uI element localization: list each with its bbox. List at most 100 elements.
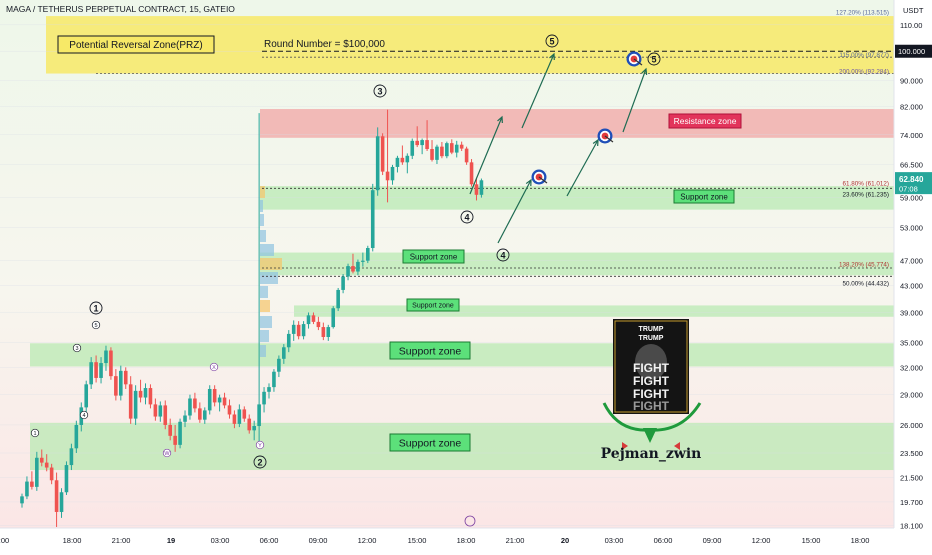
price-tick: 21.500 — [900, 474, 923, 483]
wave-label: 1 — [93, 304, 98, 314]
resistance-label-text: Resistance zone — [674, 116, 737, 126]
wave-circle — [373, 84, 387, 98]
candle — [449, 143, 454, 153]
wave-circle — [253, 455, 267, 469]
candle — [415, 140, 419, 146]
candle — [474, 184, 479, 195]
target-dart — [633, 58, 643, 66]
support-label-text: Support zone — [399, 437, 462, 449]
candle — [148, 388, 153, 405]
time-tick: 03:00 — [211, 536, 230, 545]
price-tick: 29.000 — [900, 391, 923, 400]
poster-text: TRUMP — [639, 335, 664, 342]
time-axis[interactable] — [0, 528, 894, 550]
wave-circle — [460, 210, 474, 224]
price-tick: 39.000 — [900, 308, 923, 317]
sub-wave-label: 4 — [82, 413, 85, 419]
poster-text: FIGHT — [633, 374, 670, 388]
candle — [286, 333, 291, 348]
wave-label: 4 — [464, 213, 469, 223]
candle — [30, 481, 34, 487]
arrow-head — [641, 67, 648, 76]
time-tick: 15:00 — [802, 536, 821, 545]
volume-profile-bar — [260, 200, 263, 212]
candle — [198, 408, 202, 420]
support-label — [673, 189, 735, 204]
candle — [267, 387, 271, 392]
candle — [459, 144, 464, 149]
candle — [54, 480, 59, 512]
candle — [440, 146, 444, 157]
price-axis[interactable] — [894, 0, 932, 550]
volume-profile-bar — [260, 230, 266, 242]
volume-profile-bar — [260, 214, 264, 226]
candle — [232, 414, 237, 424]
candle — [89, 362, 93, 385]
candle — [173, 435, 177, 445]
price-tick: 53.000 — [900, 223, 923, 232]
support-zone — [294, 305, 894, 317]
fib-label: 115.00% (97.877) — [839, 52, 889, 59]
candle — [69, 448, 74, 466]
wave-label: 4 — [500, 251, 505, 261]
price-tick: 35.000 — [900, 338, 923, 347]
candle — [390, 166, 395, 181]
sub-wave-label: 5 — [94, 323, 97, 329]
support-label — [389, 341, 471, 360]
sub-wave-circle — [30, 428, 40, 438]
candle — [257, 404, 261, 427]
wave-circle — [545, 34, 559, 48]
candle — [425, 140, 429, 150]
candle — [405, 155, 410, 163]
arrow-head — [525, 178, 532, 187]
candle — [370, 190, 375, 249]
target-dart — [604, 135, 614, 143]
candle — [400, 157, 405, 163]
candle — [119, 370, 123, 396]
time-tick: 21:00 — [506, 536, 525, 545]
candle — [49, 467, 54, 481]
candle — [20, 496, 24, 504]
candle — [109, 350, 113, 377]
wave-circle — [496, 248, 510, 262]
support-label-text: Support zone — [410, 252, 458, 261]
volume-profile-bar — [260, 345, 266, 357]
sub-wave-circle — [79, 410, 89, 420]
poster-frame — [614, 320, 688, 413]
volume-profile-bar — [260, 186, 265, 198]
wave-label: 5 — [651, 55, 656, 65]
candle — [301, 324, 306, 337]
candle — [445, 143, 449, 157]
candle — [227, 405, 232, 415]
forecast-arrow — [622, 68, 647, 133]
candle — [272, 371, 276, 388]
time-tick: 12:00 — [752, 536, 771, 545]
time-tick: 18:00 — [63, 536, 82, 545]
target-icon — [626, 51, 643, 67]
support-label — [402, 249, 465, 264]
currency-label: USDT — [903, 6, 924, 15]
time-tick: 18:00 — [457, 536, 476, 545]
candle — [356, 261, 360, 272]
candle — [207, 388, 212, 411]
candle — [395, 157, 400, 167]
current-price-text: 62.840 — [899, 175, 924, 184]
round-price-tag — [895, 44, 932, 58]
candle — [469, 162, 474, 185]
candle — [321, 327, 326, 337]
price-tick: 59.000 — [900, 194, 923, 203]
price-tick: 90.000 — [900, 76, 923, 85]
time-tick: 09:00 — [309, 536, 328, 545]
candle — [311, 315, 316, 322]
forecast-arrow — [497, 179, 532, 244]
prz-label-text: Potential Reversal Zone(PRZ) — [69, 40, 202, 51]
author-mark — [674, 442, 680, 450]
candle — [291, 324, 296, 334]
candle — [138, 390, 143, 398]
poster-figure — [635, 344, 667, 380]
arrow-head — [549, 52, 555, 61]
volume-profile-bar — [260, 286, 268, 298]
candle — [380, 136, 385, 172]
